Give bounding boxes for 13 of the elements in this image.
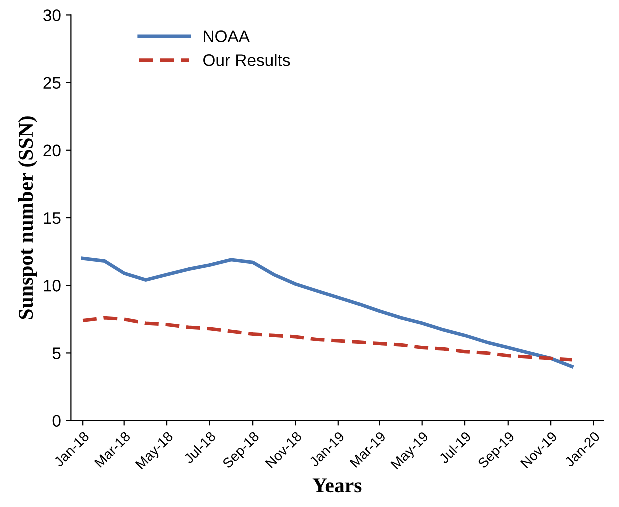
y-tick-label: 10	[44, 280, 61, 292]
y-tick-label: 30	[44, 10, 61, 22]
y-tick-label: 20	[44, 144, 61, 157]
y-tick-label: 15	[44, 212, 61, 224]
y-tick-label: 5	[52, 348, 61, 360]
y-tick-label: 0	[52, 415, 61, 428]
legend-label: Our Results	[204, 54, 290, 66]
x-axis-title: Years	[312, 478, 362, 493]
line-series	[81, 316, 574, 362]
y-axis-title: Sunspot number (SSN)	[18, 116, 38, 320]
y-tick-label: 25	[44, 77, 61, 90]
legend-label: NOAA	[204, 30, 250, 42]
line-series	[81, 256, 574, 368]
